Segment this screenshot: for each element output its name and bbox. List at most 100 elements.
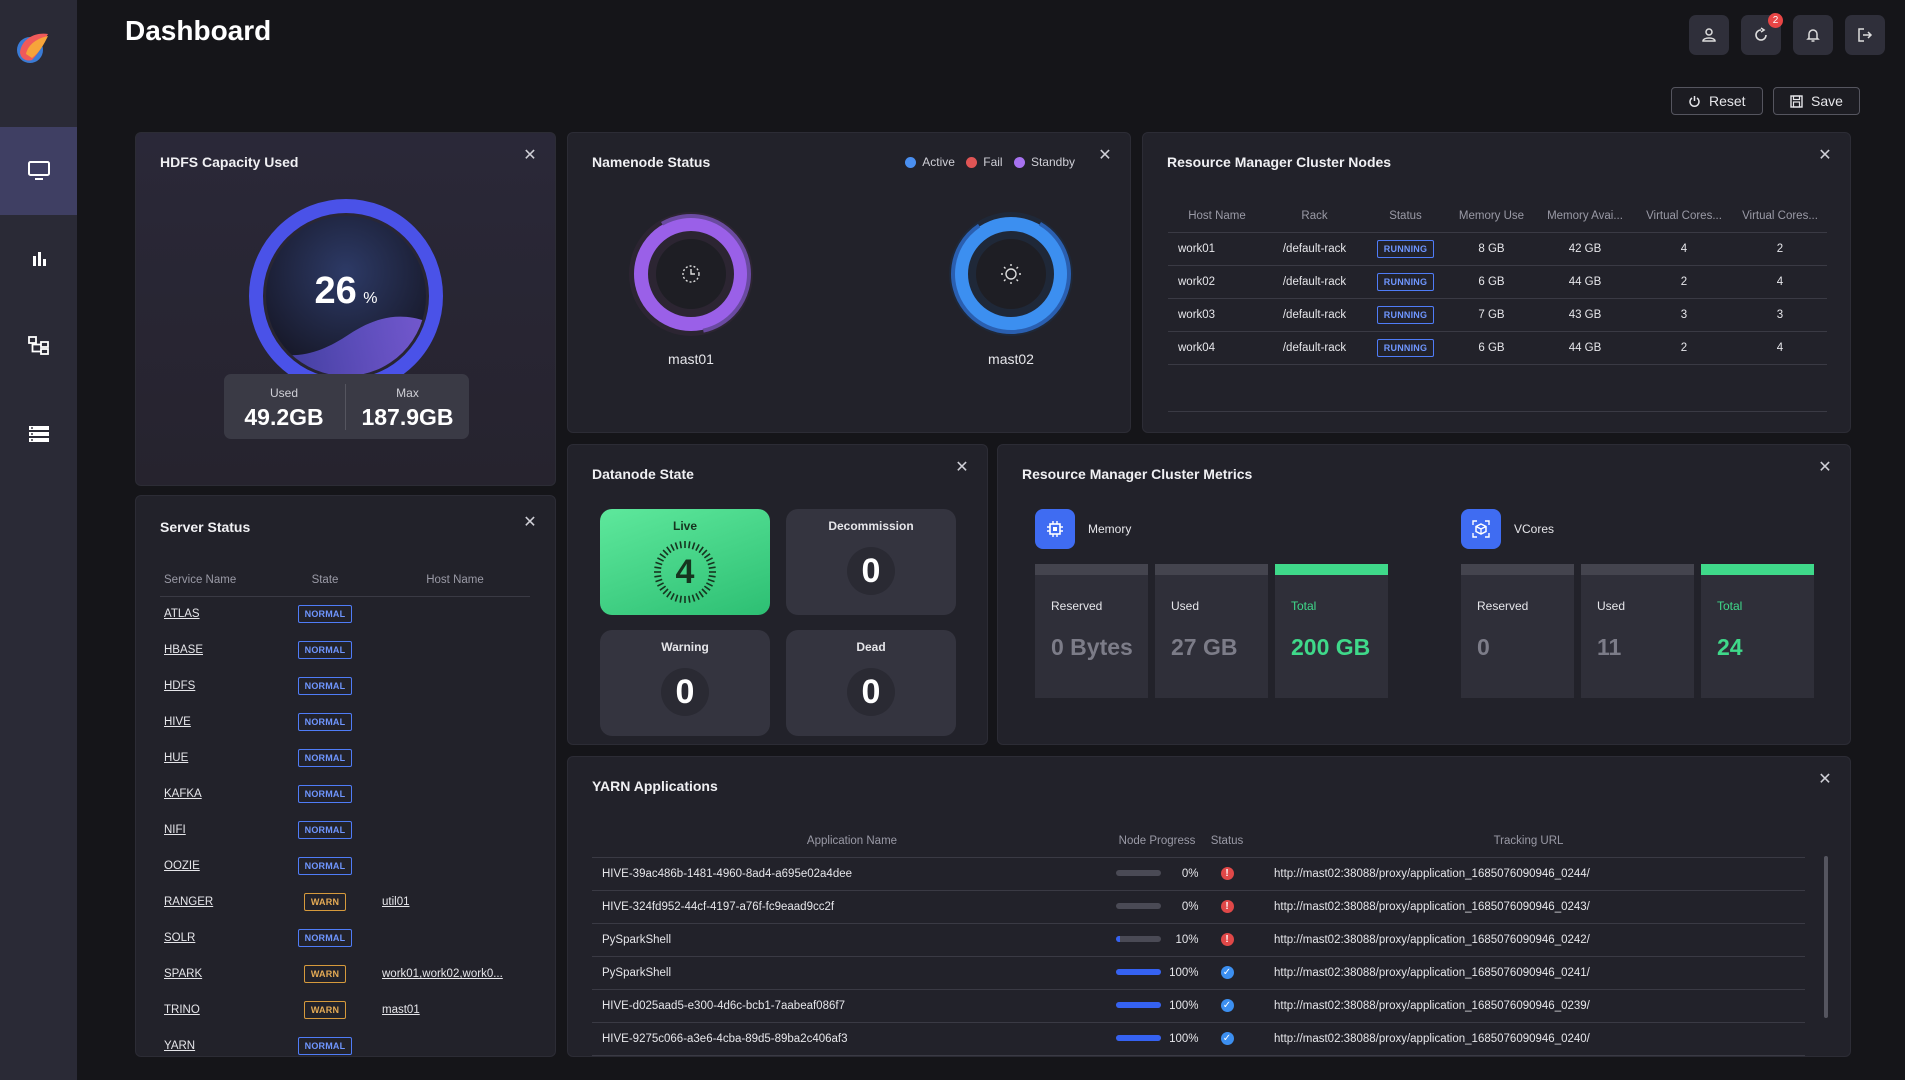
column-header[interactable]: Service Name — [160, 564, 270, 597]
table-row[interactable]: NIFI NORMAL — [160, 812, 530, 848]
tracking-url[interactable]: http://mast02:38088/proxy/application_16… — [1252, 989, 1805, 1023]
host-name-cell — [380, 704, 530, 740]
close-icon[interactable]: ✕ — [1818, 459, 1832, 476]
table-row[interactable]: OOZIE NORMAL — [160, 848, 530, 884]
column-header[interactable]: Host Name — [1168, 200, 1266, 233]
table-cell: work02 — [1168, 265, 1266, 299]
status-cell: ✓ — [1202, 956, 1252, 990]
save-button[interactable]: Save — [1773, 87, 1860, 115]
column-header[interactable]: Node Progress — [1112, 825, 1202, 858]
table-row[interactable]: HBASE NORMAL — [160, 632, 530, 668]
service-link[interactable]: NIFI — [164, 824, 186, 836]
table-row[interactable]: PySparkShell 10%! http://mast02:38088/prox… — [592, 923, 1805, 957]
service-link[interactable]: HDFS — [164, 680, 196, 692]
refresh-button[interactable]: 2 — [1741, 13, 1783, 55]
table-row[interactable]: YARN NORMAL — [160, 1028, 530, 1064]
table-row[interactable]: work03/default-rack RUNNING 7 GB 43 GB 3 3 — [1168, 298, 1827, 332]
service-link[interactable]: HBASE — [164, 644, 203, 656]
table-row[interactable]: HIVE NORMAL — [160, 704, 530, 740]
state-cell: NORMAL — [270, 596, 380, 632]
namenode-status-card: Namenode Status Active Fail Standby ✕ ma… — [567, 132, 1131, 433]
table-row[interactable]: TRINO WARN mast01 — [160, 992, 530, 1028]
scrollbar[interactable] — [1824, 856, 1828, 1018]
column-header[interactable]: Virtual Cores... — [1635, 200, 1733, 233]
close-icon[interactable]: ✕ — [1818, 147, 1832, 164]
service-name-cell: RANGER — [160, 884, 270, 920]
namenode-legend: Active Fail Standby — [905, 155, 1075, 169]
table-row[interactable]: KAFKA NORMAL — [160, 776, 530, 812]
table-cell: 2 — [1635, 265, 1733, 299]
close-icon[interactable]: ✕ — [955, 459, 969, 476]
tracking-url[interactable]: http://mast02:38088/proxy/application_16… — [1252, 956, 1805, 990]
sidebar-item-services[interactable] — [0, 390, 77, 478]
sidebar-item-charts[interactable] — [0, 215, 77, 303]
table-cell: 3 — [1635, 298, 1733, 332]
service-link[interactable]: TRINO — [164, 1004, 200, 1016]
table-row[interactable]: HIVE-324fd952-44cf-4197-a76f-fc9eaad9cc2… — [592, 890, 1805, 924]
host-link[interactable]: work01,work02,work0... — [382, 968, 503, 980]
tracking-url[interactable]: http://mast02:38088/proxy/application_16… — [1252, 857, 1805, 891]
table-row[interactable]: RANGER WARN util01 — [160, 884, 530, 920]
service-link[interactable]: SOLR — [164, 932, 196, 944]
datanode-decommission-box[interactable]: Decommission 0 — [786, 509, 956, 615]
column-header[interactable]: Host Name — [380, 564, 530, 597]
table-row[interactable]: HDFS NORMAL — [160, 668, 530, 704]
sidebar-item-dashboard[interactable] — [0, 127, 77, 215]
service-link[interactable]: OOZIE — [164, 860, 200, 872]
service-link[interactable]: RANGER — [164, 896, 214, 908]
service-link[interactable]: SPARK — [164, 968, 203, 980]
column-header[interactable]: Tracking URL — [1252, 825, 1805, 858]
metric-value: 24 — [1717, 634, 1743, 660]
host-name-cell — [380, 1028, 530, 1064]
column-header[interactable]: Status — [1202, 825, 1252, 858]
table-cell: /default-rack — [1266, 298, 1363, 332]
close-icon[interactable]: ✕ — [523, 147, 537, 164]
column-header[interactable]: Rack — [1266, 200, 1363, 233]
column-header[interactable]: Status — [1363, 200, 1448, 233]
table-row[interactable]: work02/default-rack RUNNING 6 GB 44 GB 2 4 — [1168, 265, 1827, 299]
service-name-cell: OOZIE — [160, 848, 270, 884]
table-row[interactable]: HIVE-39ac486b-1481-4960-8ad4-a695e02a4de… — [592, 857, 1805, 891]
datanode-warning-box[interactable]: Warning 0 — [600, 630, 770, 736]
notifications-button[interactable] — [1793, 15, 1833, 55]
user-button[interactable] — [1689, 15, 1729, 55]
datanode-live-box[interactable]: Live 4 — [600, 509, 770, 615]
metric-label: Reserved — [1051, 599, 1103, 613]
column-header[interactable]: Memory Avai... — [1535, 200, 1635, 233]
table-row[interactable]: SPARK WARN work01,work02,work0... — [160, 956, 530, 992]
tracking-url[interactable]: http://mast02:38088/proxy/application_16… — [1252, 890, 1805, 924]
state-cell: NORMAL — [270, 848, 380, 884]
table-row[interactable]: HIVE-d025aad5-e300-4d6c-bcb1-7aabeaf086f… — [592, 989, 1805, 1023]
datanode-dead-box[interactable]: Dead 0 — [786, 630, 956, 736]
tracking-url[interactable]: http://mast02:38088/proxy/application_16… — [1252, 923, 1805, 957]
column-header[interactable]: Application Name — [592, 825, 1112, 858]
close-icon[interactable]: ✕ — [523, 514, 537, 531]
dead-value: 0 — [847, 668, 895, 716]
table-row[interactable]: SOLR NORMAL — [160, 920, 530, 956]
service-link[interactable]: YARN — [164, 1040, 196, 1052]
close-icon[interactable]: ✕ — [1098, 147, 1112, 164]
table-row[interactable]: PySparkShell 100% ✓ http://mast02:38088/pro… — [592, 956, 1805, 990]
host-link[interactable]: mast01 — [382, 1004, 420, 1016]
table-row[interactable]: work01/default-rack RUNNING 8 GB 42 GB 4 2 — [1168, 232, 1827, 266]
reset-button[interactable]: Reset — [1671, 87, 1763, 115]
logout-button[interactable] — [1845, 15, 1885, 55]
column-header[interactable]: Memory Use — [1448, 200, 1535, 233]
sun-icon — [1001, 264, 1021, 284]
service-link[interactable]: KAFKA — [164, 788, 202, 800]
table-row[interactable]: ATLAS NORMAL — [160, 596, 530, 632]
app-logo[interactable] — [14, 28, 52, 66]
service-link[interactable]: ATLAS — [164, 608, 200, 621]
table-row[interactable]: work04/default-rack RUNNING 6 GB 44 GB 2 4 — [1168, 331, 1827, 365]
service-link[interactable]: HIVE — [164, 716, 191, 728]
close-icon[interactable]: ✕ — [1818, 771, 1832, 788]
column-header[interactable]: Virtual Cores... — [1733, 200, 1827, 233]
host-link[interactable]: util01 — [382, 896, 410, 908]
tracking-url[interactable]: http://mast02:38088/proxy/application_16… — [1252, 1022, 1805, 1056]
column-header[interactable]: State — [270, 564, 380, 597]
table-row[interactable]: HIVE-9275c066-a3e6-4cba-89d5-89ba2c406af… — [592, 1022, 1805, 1056]
table-row[interactable]: HUE NORMAL — [160, 740, 530, 776]
sidebar-item-topology[interactable] — [0, 302, 77, 390]
progress-cell: 100% — [1112, 989, 1202, 1023]
service-link[interactable]: HUE — [164, 752, 189, 764]
